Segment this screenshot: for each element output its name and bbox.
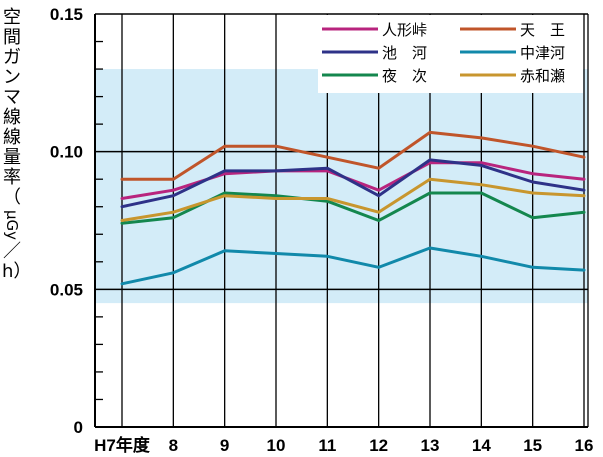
x-tick-label: 15 [523, 436, 542, 455]
x-tick-label: 12 [369, 436, 388, 455]
axes: 0 0.05 0.10 0.15 H7年度 8 9 10 11 12 13 14 15 16 [50, 5, 594, 455]
y-tick-label: 0 [74, 418, 83, 437]
legend-label: 中津河 [520, 44, 565, 62]
y-axis-label-unit: μGy [3, 210, 21, 241]
x-tick-label: 10 [267, 436, 286, 455]
legend-label: 人形峠 [382, 21, 427, 39]
x-tick-label: 13 [421, 436, 440, 455]
legend-label: 天 王 [520, 21, 565, 39]
y-axis-label: 空間ガンマ線線量率（ μGy ／h） [2, 7, 31, 282]
reference-band-rect [95, 69, 588, 304]
x-tick-label: 8 [169, 436, 178, 455]
y-axis-label-bottom: ／h） [2, 241, 32, 283]
y-tick-label: 0.10 [50, 143, 83, 162]
series-lines [120, 130, 586, 286]
x-tick-label: 9 [220, 436, 229, 455]
legend-label: 夜 次 [382, 67, 427, 85]
y-tick-label: 0.15 [50, 5, 83, 24]
series-line [120, 177, 586, 222]
legend-label: 池 河 [382, 44, 427, 62]
series-line [120, 158, 586, 209]
series-line [120, 130, 586, 181]
x-tick-label: 11 [318, 436, 336, 455]
y-axis-label-top: 空間ガンマ線線量率（ [3, 7, 21, 208]
x-tick-label: H7年度 [94, 435, 151, 455]
reference-band [95, 69, 588, 304]
series-line [120, 246, 586, 286]
x-tick-label: 14 [472, 436, 491, 455]
legend-label: 赤和瀬 [520, 67, 565, 85]
x-tick-label: 16 [575, 436, 594, 455]
y-tick-label: 0.05 [50, 280, 83, 299]
